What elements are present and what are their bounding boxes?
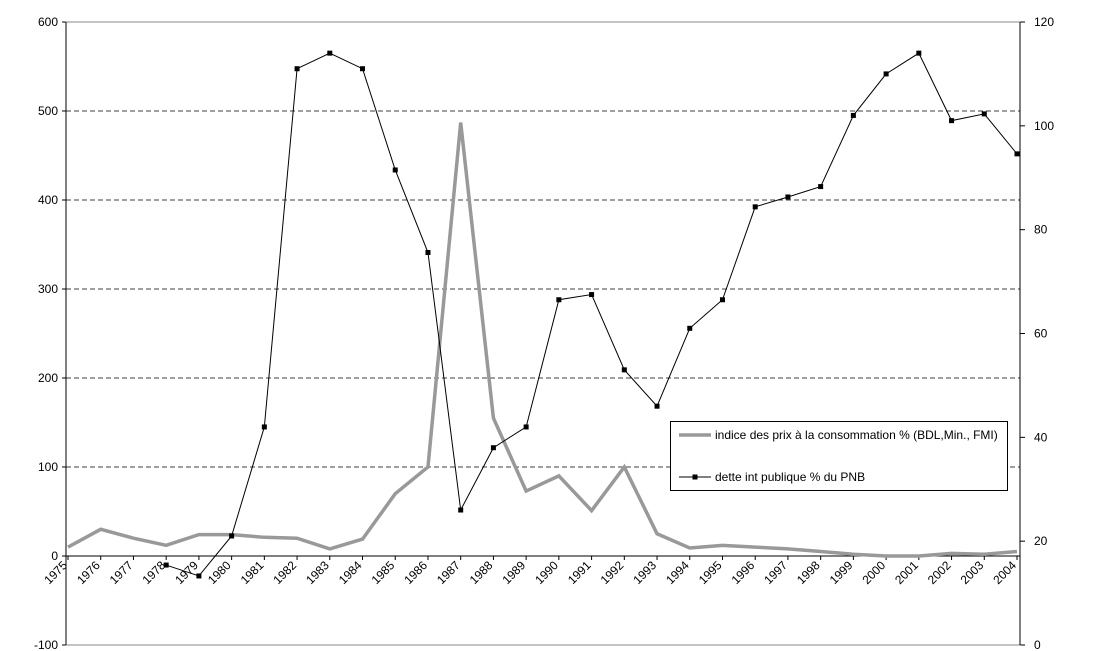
y-tick-label: 300	[38, 282, 58, 296]
point	[949, 118, 955, 124]
x-tick-label: 1983	[303, 558, 332, 587]
x-tick-label: 1985	[369, 558, 398, 587]
y-tick-label: 100	[38, 460, 58, 474]
point	[981, 111, 987, 117]
point	[916, 50, 922, 56]
x-tick-label: 1990	[532, 558, 561, 587]
point	[229, 533, 235, 539]
point	[818, 184, 824, 190]
x-tick-label: 2004	[990, 558, 1019, 587]
y-tick-label: 400	[38, 193, 58, 207]
x-tick-label: 1982	[270, 558, 299, 587]
y2-tick-label: 0	[1034, 638, 1041, 651]
legend-label: indice des prix à la consommation % (BDL…	[715, 428, 998, 442]
x-tick-label: 1976	[74, 558, 103, 587]
x-tick-label: 2002	[925, 558, 954, 587]
point	[752, 204, 758, 210]
point	[883, 71, 889, 77]
y2-tick-label: 120	[1034, 15, 1054, 29]
x-tick-label: 1997	[761, 558, 790, 587]
x-tick-label: 2003	[958, 558, 987, 587]
legend-marker	[692, 474, 698, 480]
x-tick-label: 1999	[827, 558, 856, 587]
x-tick-label: 1984	[336, 558, 365, 587]
x-tick-label: 1987	[434, 558, 463, 587]
legend-label: dette int publique % du PNB	[715, 470, 866, 484]
point	[261, 424, 267, 430]
x-tick-label: 1988	[467, 558, 496, 587]
x-tick-label: 1995	[696, 558, 725, 587]
x-tick-label: 1993	[630, 558, 659, 587]
y2-tick-label: 60	[1034, 327, 1048, 341]
x-tick-label: 2001	[892, 558, 921, 587]
x-tick-label: 1991	[565, 558, 594, 587]
point	[523, 424, 529, 430]
y-tick-label: -100	[34, 638, 58, 651]
x-tick-label: 1986	[401, 558, 430, 587]
x-tick-label: 2000	[859, 558, 888, 587]
x-tick-label: 1981	[238, 558, 267, 587]
plot-frame	[65, 21, 1021, 646]
x-tick-label: 1996	[729, 558, 758, 587]
series-line	[166, 52, 1018, 577]
point	[163, 562, 169, 568]
point	[1014, 151, 1020, 157]
series-line	[67, 122, 1018, 558]
point	[556, 297, 562, 303]
y2-tick-label: 80	[1034, 223, 1048, 237]
x-tick-label: 1994	[663, 558, 692, 587]
point	[458, 507, 464, 513]
x-tick-label: 1977	[107, 558, 136, 587]
y2-tick-label: 100	[1034, 119, 1054, 133]
point	[719, 297, 725, 303]
point	[654, 403, 660, 409]
point	[490, 445, 496, 451]
y2-tick-label: 20	[1034, 534, 1048, 548]
point	[589, 292, 595, 298]
legend-item: dette int publique % du PNB	[679, 470, 1005, 484]
point	[850, 112, 856, 118]
legend-swatch	[679, 433, 711, 437]
point	[360, 66, 366, 72]
point	[621, 367, 627, 373]
point	[687, 325, 693, 331]
x-tick-label: 1978	[140, 558, 169, 587]
point	[294, 66, 300, 72]
x-tick-label: 1980	[205, 558, 234, 587]
point	[327, 50, 333, 56]
x-tick-label: 1989	[499, 558, 528, 587]
x-tick-label: 1998	[794, 558, 823, 587]
point	[392, 167, 398, 173]
x-tick-label: 1979	[172, 558, 201, 587]
point	[785, 194, 791, 200]
y2-tick-label: 40	[1034, 430, 1048, 444]
legend-swatch	[679, 474, 711, 480]
x-tick-label: 1992	[598, 558, 627, 587]
y-tick-label: 0	[51, 549, 58, 563]
y-tick-label: 600	[38, 15, 58, 29]
legend: indice des prix à la consommation % (BDL…	[670, 421, 1008, 491]
point	[425, 250, 431, 256]
y-tick-label: 200	[38, 371, 58, 385]
y-tick-label: 500	[38, 104, 58, 118]
point	[196, 573, 202, 579]
legend-item: indice des prix à la consommation % (BDL…	[679, 428, 1005, 442]
